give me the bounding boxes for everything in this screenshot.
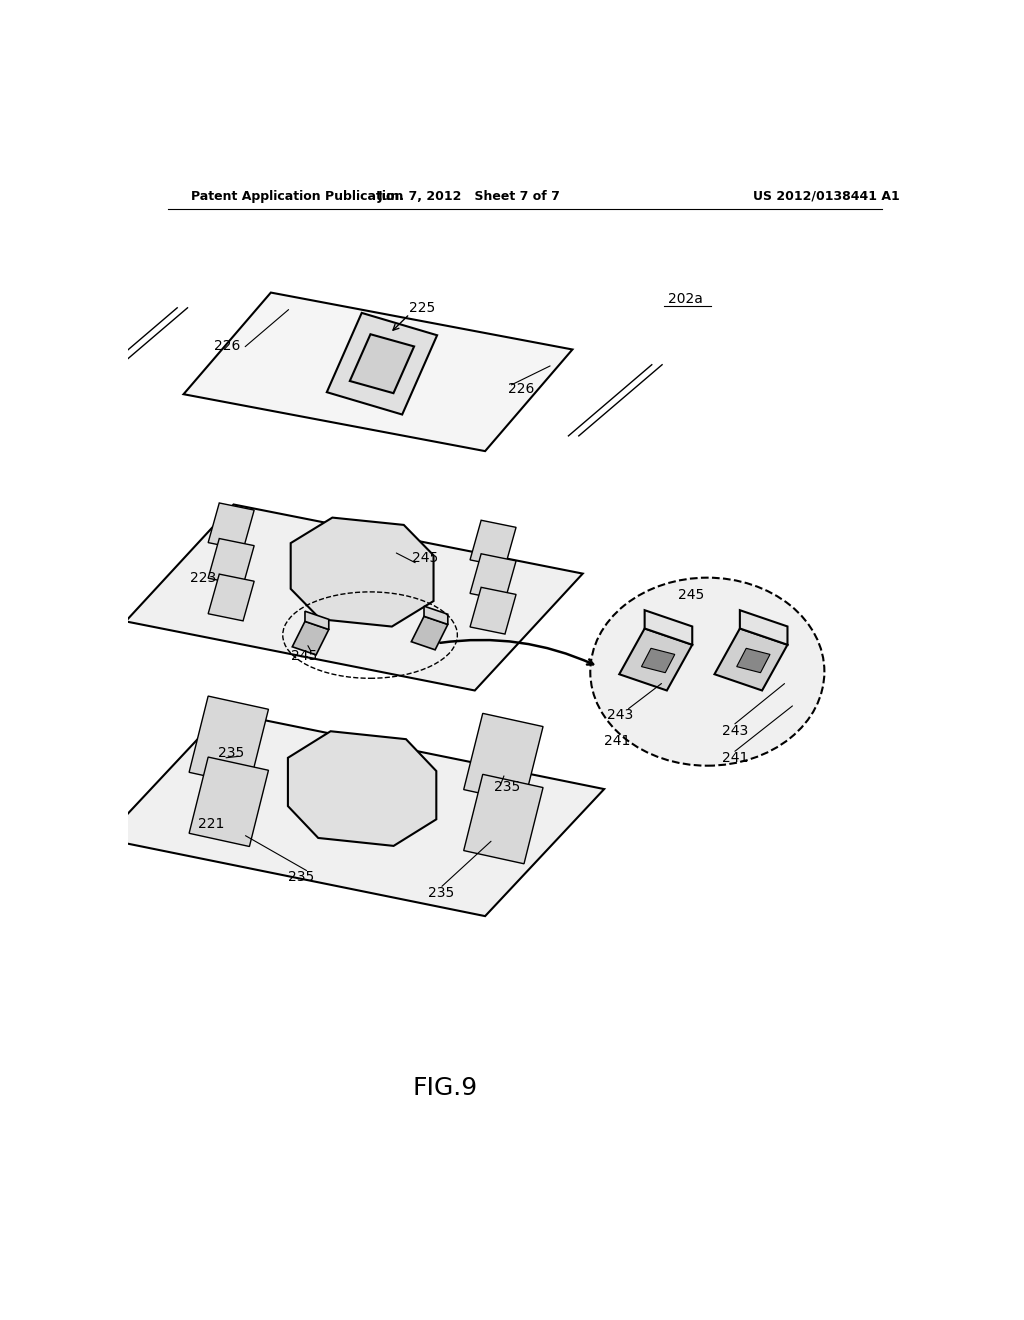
- Text: 245: 245: [291, 649, 317, 664]
- Polygon shape: [189, 758, 268, 846]
- Polygon shape: [126, 504, 583, 690]
- Polygon shape: [208, 574, 254, 620]
- Text: 226: 226: [508, 381, 535, 396]
- Polygon shape: [208, 539, 254, 585]
- Text: 225: 225: [409, 301, 435, 314]
- Polygon shape: [208, 503, 254, 549]
- Polygon shape: [292, 622, 329, 655]
- Polygon shape: [740, 610, 787, 644]
- Polygon shape: [412, 616, 447, 649]
- Polygon shape: [424, 606, 447, 624]
- Polygon shape: [189, 696, 268, 785]
- Polygon shape: [464, 775, 543, 863]
- Text: Jun. 7, 2012   Sheet 7 of 7: Jun. 7, 2012 Sheet 7 of 7: [378, 190, 561, 202]
- Text: 235: 235: [428, 886, 455, 900]
- Polygon shape: [645, 610, 692, 644]
- Text: 226: 226: [214, 339, 241, 354]
- Polygon shape: [327, 313, 437, 414]
- Text: US 2012/0138441 A1: US 2012/0138441 A1: [753, 190, 900, 202]
- Polygon shape: [620, 628, 692, 690]
- Polygon shape: [291, 517, 433, 627]
- Polygon shape: [470, 554, 516, 601]
- Text: 241: 241: [604, 734, 631, 748]
- Text: 235: 235: [288, 870, 314, 884]
- Polygon shape: [470, 520, 516, 568]
- Polygon shape: [104, 711, 604, 916]
- Polygon shape: [470, 587, 516, 634]
- Text: 202a: 202a: [668, 292, 702, 306]
- Text: FIG.9: FIG.9: [413, 1076, 478, 1101]
- Text: 245: 245: [413, 550, 438, 565]
- Text: 243: 243: [722, 723, 749, 738]
- Text: 245: 245: [678, 589, 705, 602]
- Polygon shape: [736, 648, 770, 673]
- Text: 235: 235: [218, 746, 245, 760]
- Text: Patent Application Publication: Patent Application Publication: [191, 190, 403, 202]
- Polygon shape: [288, 731, 436, 846]
- Text: 235: 235: [495, 780, 520, 793]
- Text: 221: 221: [198, 817, 224, 832]
- Polygon shape: [183, 293, 572, 451]
- Ellipse shape: [590, 578, 824, 766]
- Polygon shape: [715, 628, 787, 690]
- Text: 243: 243: [607, 709, 633, 722]
- Polygon shape: [464, 713, 543, 803]
- Polygon shape: [350, 334, 414, 393]
- Polygon shape: [641, 648, 675, 673]
- Polygon shape: [305, 611, 329, 630]
- Text: 223: 223: [190, 572, 216, 585]
- Text: 241: 241: [722, 751, 749, 766]
